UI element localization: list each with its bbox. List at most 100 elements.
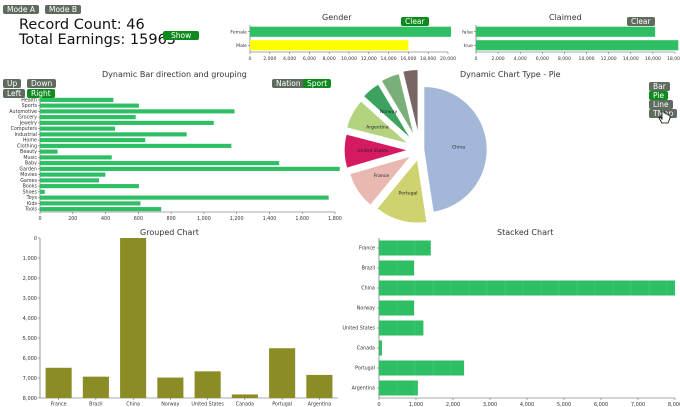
chart-type-line-button[interactable]: Line	[649, 100, 673, 109]
stacked-bar-argentina	[379, 380, 418, 396]
gender-x-tick-label: 4,000	[283, 56, 296, 62]
gender-x-tick-label: 10,000	[341, 56, 357, 62]
gender-x-tick-label: 6,000	[303, 56, 316, 62]
dynamic_bar-label-books: Books	[23, 184, 38, 190]
grouped-label-portugal: Portugal	[272, 402, 292, 407]
dynamic_bar-x-tick-label: 1,200	[230, 216, 244, 222]
claimed-clear-button[interactable]: Clear	[627, 17, 655, 26]
stacked-x-tick-label: 6,000	[594, 402, 608, 407]
grouped-label-brazil: Brazil	[89, 402, 102, 407]
left-button[interactable]: Left	[3, 89, 26, 98]
stacked-x-tick-label: 2,000	[446, 402, 460, 407]
dynamic_bar-bar-kids	[40, 201, 141, 206]
gender-x-tick-label: 18,000	[420, 56, 436, 62]
claimed-x-tick-label: 0	[475, 56, 478, 62]
up-button[interactable]: Up	[3, 79, 22, 88]
gender-label-female: Female	[230, 29, 247, 35]
stacked-label-portugal: Portugal	[355, 366, 375, 372]
pie-slice-norway	[363, 83, 411, 139]
dynamic_bar-bar-baby	[40, 161, 280, 166]
right-button[interactable]: Right	[27, 89, 55, 98]
stacked-label-united-states: United States	[343, 326, 376, 332]
pointer-cursor-icon	[658, 110, 671, 124]
pie-label-china: China	[452, 145, 465, 151]
grouped-bar-china	[120, 238, 147, 398]
dynamic_bar-bar-garden	[40, 166, 340, 171]
chart-type-bar-button[interactable]: Bar	[649, 82, 670, 91]
stacked-label-canada: Canada	[357, 346, 375, 352]
dynamic_bar-label-games: Games	[20, 178, 37, 184]
grouped-bar-norway	[157, 377, 184, 398]
mode-a-button[interactable]: Mode A	[3, 5, 39, 14]
dynamic_bar-x-tick-label: 800	[167, 216, 176, 222]
dynamic_bar-label-sports: Sports	[22, 103, 38, 109]
pie-slice-portugal	[376, 159, 428, 224]
gender-bar-female	[250, 26, 451, 37]
dynamic_bar-bar-industrial	[40, 132, 187, 137]
pie-label-norway: Norway	[380, 109, 398, 115]
stacked-x-tick-label: 7,000	[631, 402, 645, 407]
claimed-x-tick-label: 18,000	[667, 56, 680, 62]
record-count: Record Count: 46	[19, 17, 145, 33]
claimed-x-tick-label: 6,000	[536, 56, 549, 62]
dynamic_bar-label-baby: Baby	[25, 161, 37, 167]
dynamic_bar-bar-tools	[40, 207, 162, 212]
gender-clear-button[interactable]: Clear	[401, 17, 429, 26]
grouped-y-tick-label: 7,000	[23, 376, 37, 382]
gender-x-tick-label: 8,000	[323, 56, 336, 62]
grouped-y-tick-label: 5,000	[23, 336, 37, 342]
grouped-bar-united-states	[194, 371, 221, 398]
dynamic_bar-label-music: Music	[23, 155, 37, 161]
stacked-bar-canada	[379, 340, 382, 356]
dynamic_bar-x-tick-label: 200	[68, 216, 77, 222]
dynamic_bar-bar-beauty	[40, 149, 58, 154]
dynamic_bar-bar-games	[40, 178, 99, 183]
stacked-x-tick-label: 1,000	[409, 402, 423, 407]
pie-slice-argentina	[346, 100, 409, 144]
claimed-x-tick-label: 8,000	[558, 56, 571, 62]
nation-button[interactable]: Nation	[272, 79, 305, 88]
dynamic_bar-x-tick-label: 1,800	[328, 216, 342, 222]
dynamic_bar-bar-toys	[40, 195, 329, 200]
dynamic_bar-bar-health	[40, 97, 114, 102]
dynamic_bar-x-tick-label: 1,600	[295, 216, 309, 222]
pie-slice-unlabeled-6	[381, 73, 415, 136]
sport-button[interactable]: Sport	[303, 79, 332, 88]
stacked-label-china: China	[361, 286, 375, 292]
dynamic_bar-label-grocery: Grocery	[18, 115, 37, 121]
pie-label-united-states: United States	[357, 148, 389, 154]
dynamic_bar-bar-jewelry	[40, 120, 214, 125]
claimed-bar-false	[476, 26, 656, 37]
grouped-bar-portugal	[269, 348, 296, 398]
claimed-title: Claimed	[549, 13, 582, 22]
dynamic_bar-bar-computers	[40, 126, 115, 131]
stacked-label-norway: Norway	[357, 306, 375, 312]
grouped-label-china: China	[126, 402, 140, 407]
grouped-bar-france	[45, 367, 72, 398]
down-button[interactable]: Down	[27, 79, 57, 88]
dynamic_bar-bar-grocery	[40, 115, 136, 120]
chart-type-pie-button[interactable]: Pie	[649, 91, 669, 100]
grouped-y-tick-label: 4,000	[23, 316, 37, 322]
grouped-label-argentina: Argentina	[308, 402, 331, 407]
dynamic_bar-label-industrial: Industrial	[15, 132, 38, 138]
dynamic_bar-bar-shoes	[40, 189, 45, 194]
gender-x-tick-label: 2,000	[263, 56, 276, 62]
grouped-y-tick-label: 6,000	[23, 356, 37, 362]
stacked-label-france: France	[359, 246, 375, 252]
stacked-label-brazil: Brazil	[362, 266, 375, 272]
stacked-bar-brazil	[379, 260, 415, 276]
dynamic_bar-label-jewelry: Jewelry	[19, 120, 38, 126]
dynamic_bar-bar-music	[40, 155, 112, 160]
stacked-title: Stacked Chart	[497, 228, 554, 237]
dynamic_bar-bar-clothing	[40, 143, 232, 148]
dynamic_bar-label-automotive: Automotive	[9, 109, 37, 115]
grouped-y-tick-label: 2,000	[23, 276, 37, 282]
dynamic_bar-label-garden: Garden	[19, 166, 37, 172]
dynamic_bar-label-kids: Kids	[27, 201, 38, 207]
dynamic_bar-label-clothing: Clothing	[17, 143, 37, 149]
dynamic_bar-label-toys: Toys	[26, 195, 38, 201]
show-button[interactable]: Show	[163, 31, 200, 40]
mode-b-button[interactable]: Mode B	[45, 5, 81, 14]
stacked-bar-portugal	[379, 360, 465, 376]
